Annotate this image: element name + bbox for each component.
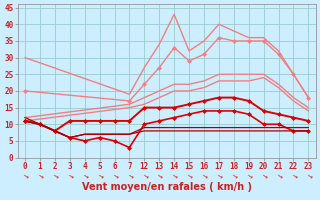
Text: →: → <box>200 173 208 181</box>
Text: →: → <box>125 173 133 181</box>
Text: →: → <box>260 173 268 181</box>
Text: →: → <box>289 173 298 181</box>
Text: →: → <box>275 173 283 181</box>
Text: →: → <box>304 173 312 181</box>
Text: →: → <box>110 173 118 181</box>
Text: →: → <box>215 173 223 181</box>
Text: →: → <box>96 173 104 181</box>
Text: →: → <box>155 173 163 181</box>
Text: →: → <box>140 173 148 181</box>
Text: →: → <box>66 173 74 181</box>
Text: →: → <box>230 173 238 181</box>
Text: →: → <box>245 173 253 181</box>
Text: →: → <box>185 173 193 181</box>
Text: →: → <box>170 173 178 181</box>
Text: →: → <box>36 173 44 181</box>
X-axis label: Vent moyen/en rafales ( km/h ): Vent moyen/en rafales ( km/h ) <box>82 182 252 192</box>
Text: →: → <box>81 173 89 181</box>
Text: →: → <box>51 173 59 181</box>
Text: →: → <box>21 173 29 181</box>
